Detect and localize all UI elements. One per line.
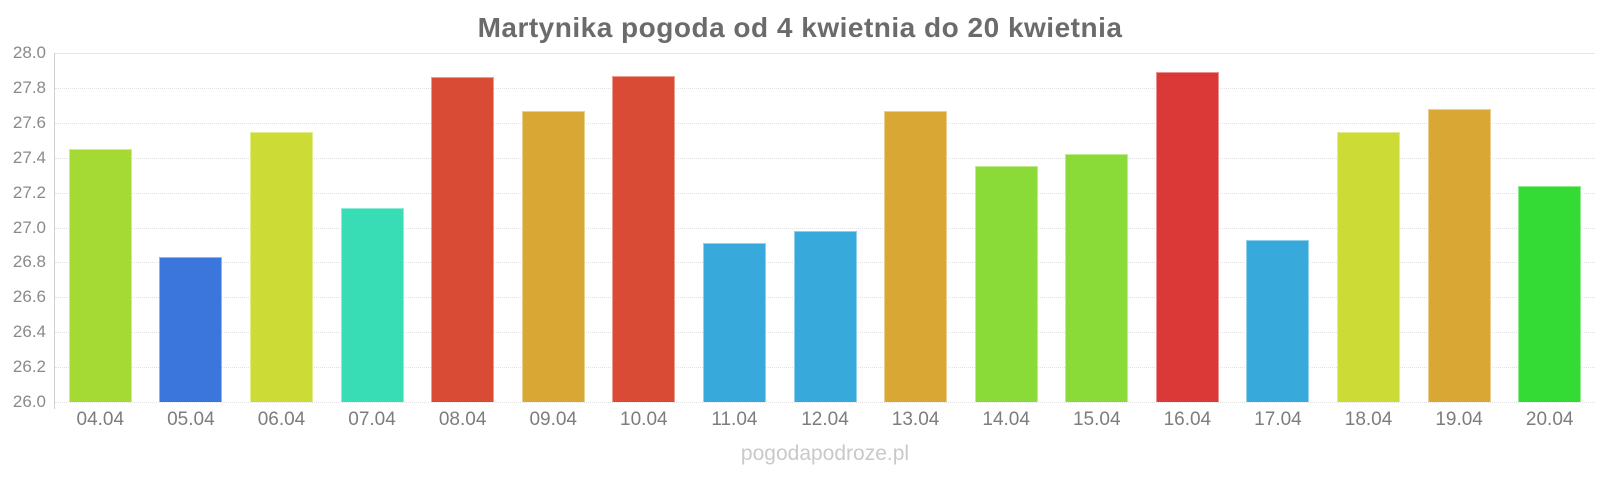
bar-18.04[interactable] xyxy=(1337,131,1401,402)
x-tick-label: 16.04 xyxy=(1163,409,1212,430)
x-tick-label: 14.04 xyxy=(982,409,1030,430)
x-tick-label: 09.04 xyxy=(529,409,577,430)
bar-14.04[interactable] xyxy=(974,166,1038,402)
bar-04.04[interactable] xyxy=(68,148,132,402)
watermark: pogodapodroze.pl xyxy=(740,442,910,465)
y-axis: 28.0 27.8 27.6 27.4 27.2 27.0 26.8 26.6 26.4 26.2… xyxy=(0,0,46,480)
plot-area xyxy=(55,53,1595,403)
bar-08.04[interactable] xyxy=(431,77,495,402)
bar-07.04[interactable] xyxy=(340,208,404,402)
bar-15.04[interactable] xyxy=(1065,154,1129,402)
chart-title: Martynika pogoda od 4 kwietnia do 20 kwi… xyxy=(477,12,1123,43)
gridline xyxy=(55,227,1595,229)
gridline xyxy=(55,87,1595,89)
y-tick-label: 27.2 xyxy=(12,182,46,202)
y-tick-label: 27.4 xyxy=(12,147,46,167)
x-tick-label: 04.04 xyxy=(76,409,125,430)
bar-19.04[interactable] xyxy=(1427,108,1491,402)
x-tick-label: 11.04 xyxy=(711,409,758,430)
gridline xyxy=(55,402,1595,403)
y-tick-label: 26.0 xyxy=(12,392,46,411)
x-axis: 04.04 05.04 06.04 07.04 08.04 09.04 10.04 11.04… xyxy=(55,408,1595,434)
bar-11.04[interactable] xyxy=(702,243,766,402)
gridline xyxy=(55,53,1595,54)
x-tick-label: 07.04 xyxy=(348,409,396,430)
x-tick-label: 19.04 xyxy=(1435,409,1483,430)
y-tick-label: 26.8 xyxy=(12,252,46,272)
x-tick-label: 10.04 xyxy=(620,409,668,430)
bar-09.04[interactable] xyxy=(521,110,585,402)
bar-20.04[interactable] xyxy=(1518,185,1582,402)
bar-16.04[interactable] xyxy=(1155,72,1219,402)
x-tick-label: 17.04 xyxy=(1254,409,1302,430)
x-tick-label: 05.04 xyxy=(167,409,215,430)
y-tick-label: 28.0 xyxy=(12,43,46,62)
bar-17.04[interactable] xyxy=(1246,239,1310,402)
y-axis-line xyxy=(54,53,55,409)
gridline xyxy=(55,157,1595,159)
y-tick-label: 27.6 xyxy=(12,112,46,132)
x-tick-label: 08.04 xyxy=(438,409,487,430)
x-tick-label: 18.04 xyxy=(1344,409,1393,430)
y-tick-label: 26.6 xyxy=(12,287,46,307)
x-tick-label: 15.04 xyxy=(1072,409,1121,430)
gridline xyxy=(55,122,1595,124)
bar-12.04[interactable] xyxy=(793,231,857,402)
bar-10.04[interactable] xyxy=(612,75,676,402)
y-tick-label: 26.2 xyxy=(12,357,46,377)
x-tick-label: 20.04 xyxy=(1525,409,1574,430)
bar-13.04[interactable] xyxy=(884,110,948,402)
y-tick-label: 27.8 xyxy=(12,77,46,97)
gridline xyxy=(55,192,1595,194)
x-tick-label: 06.04 xyxy=(257,409,306,430)
x-tick-label: 12.04 xyxy=(801,409,849,430)
x-tick-label: 13.04 xyxy=(891,409,940,430)
bar-05.04[interactable] xyxy=(159,257,223,402)
y-tick-label: 27.0 xyxy=(12,217,46,237)
bar-06.04[interactable] xyxy=(249,131,313,402)
y-tick-label: 26.4 xyxy=(12,322,46,342)
